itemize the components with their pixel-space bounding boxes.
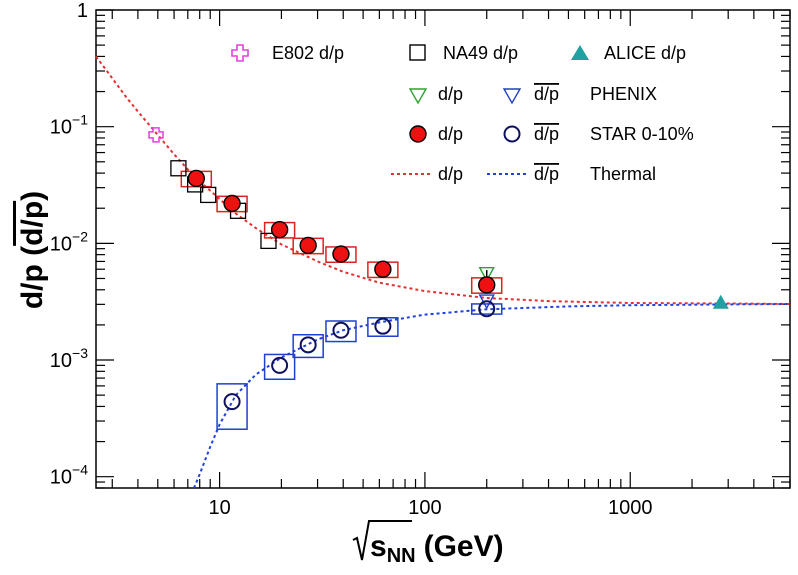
thermal-curve (193, 303, 791, 489)
point-alice (712, 294, 729, 309)
y-tick-label: 10−2 (50, 228, 88, 255)
y-tick-label: 10−4 (50, 462, 88, 489)
y-tick-label-exp: −1 (72, 112, 88, 128)
data-points (148, 127, 729, 411)
point-d (332, 245, 350, 263)
y-axis-label: d/p (d/p) (16, 191, 49, 309)
x-axis-label-unit: (GeV) (424, 530, 504, 563)
point-d (223, 194, 241, 213)
y-tick-label-base: 10 (50, 117, 72, 139)
point-na49 (200, 186, 217, 204)
point-dbar (332, 321, 350, 339)
legend-thermal-dbar-label: d/p (534, 164, 559, 184)
sys-box (292, 333, 324, 359)
legend-phenix-group: PHENIX (590, 84, 657, 104)
y-axis-label-main: d/p ( (16, 246, 49, 309)
sqrt-symbol (352, 520, 412, 561)
legend-na49-label: NA49 d/p (443, 43, 518, 63)
point-dbar (478, 300, 496, 318)
x-axis-label-s: s (370, 530, 387, 563)
legend: E802 d/p NA49 d/p ALICE d/p d/p d/p PHEN… (231, 43, 694, 184)
x-axis-label-sub: NN (387, 545, 416, 567)
y-tick-label-base: 10 (50, 233, 72, 255)
legend-phenix-dbar-label: d/p (534, 84, 559, 104)
y-axis-label-bar: d/p (16, 201, 49, 246)
y-tick-label-exp: −4 (72, 462, 88, 478)
legend-star-dbar-marker (503, 125, 521, 143)
point-d (270, 220, 289, 239)
legend-star-d-label: d/p (438, 124, 463, 144)
sys-box (325, 320, 357, 343)
sys-box (263, 353, 296, 381)
legend-star-dbar-label: d/p (534, 124, 559, 144)
y-tick-label-exp: −3 (72, 345, 88, 361)
legend-na49-marker (409, 44, 426, 61)
y-tick-label: 1 (77, 0, 88, 22)
plot-frame (95, 9, 791, 489)
legend-phenix-d-marker (408, 88, 428, 105)
point-d (478, 276, 496, 294)
legend-star-group: STAR 0-10% (590, 124, 694, 144)
y-tick-label-base: 10 (50, 350, 72, 372)
point-dbar (271, 356, 289, 374)
sys-box (470, 303, 503, 315)
point-d (299, 236, 317, 255)
x-tick-label: 1000 (608, 497, 653, 519)
y-tick-label-base: 10 (50, 467, 72, 489)
point-na49 (260, 232, 277, 250)
point-phenix (478, 266, 495, 283)
y-axis-label-close: ) (16, 191, 49, 201)
legend-e802-marker (231, 44, 249, 62)
thermal-curves (95, 55, 791, 489)
y-tick-label-exp: −2 (72, 228, 88, 244)
legend-alice-marker (571, 45, 589, 60)
y-tick-label: 10−1 (50, 112, 88, 139)
point-e802 (148, 127, 164, 143)
point-dbar (223, 393, 241, 411)
legend-star-d-marker (409, 125, 427, 143)
legend-alice-label: ALICE d/p (604, 43, 686, 63)
point-dbar (299, 336, 317, 354)
point-d (187, 169, 206, 188)
x-tick-label: 10 (208, 497, 230, 519)
legend-thermal-group: Thermal (590, 164, 656, 184)
x-axis-label: sNN (GeV) (352, 520, 504, 567)
x-axis-label-text: sNN (GeV) (370, 530, 504, 567)
point-d (374, 260, 392, 278)
legend-phenix-dbar-marker (502, 88, 522, 105)
x-tick-label: 100 (408, 497, 441, 519)
point-na49 (170, 160, 187, 177)
y-tick-label: 10−3 (50, 345, 88, 372)
thermal-curve (95, 55, 791, 305)
legend-e802-label: E802 d/p (272, 43, 344, 63)
legend-phenix-d-label: d/p (438, 84, 463, 104)
sys-box (216, 383, 248, 430)
point-dbar (374, 317, 392, 335)
legend-thermal-d-label: d/p (438, 164, 463, 184)
